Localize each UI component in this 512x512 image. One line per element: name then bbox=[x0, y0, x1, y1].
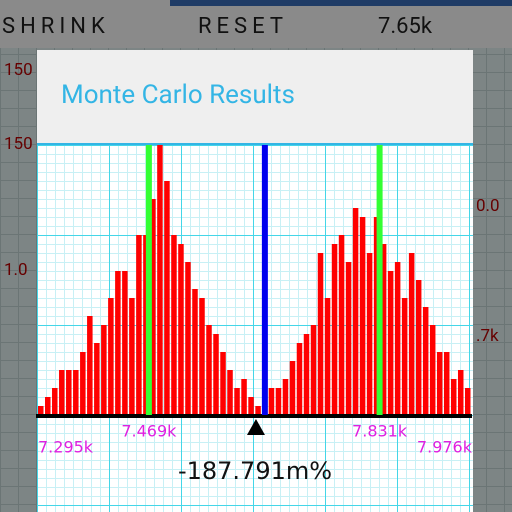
background-label: 1.0 bbox=[4, 260, 28, 280]
shrink-button[interactable]: SHRINK bbox=[2, 14, 110, 39]
bar bbox=[331, 244, 338, 415]
bar bbox=[199, 298, 205, 415]
bar bbox=[422, 307, 429, 415]
bar bbox=[171, 235, 177, 415]
bar bbox=[220, 352, 226, 415]
bar bbox=[429, 325, 436, 415]
bar bbox=[59, 370, 65, 415]
x-tick-label: 7.831k bbox=[352, 422, 408, 441]
bar bbox=[324, 298, 331, 415]
bar bbox=[268, 388, 275, 415]
dialog-title: Monte Carlo Results bbox=[61, 80, 295, 110]
bar bbox=[66, 370, 72, 415]
bar bbox=[213, 334, 219, 415]
bar bbox=[394, 262, 401, 415]
bar bbox=[115, 271, 121, 415]
bar bbox=[408, 253, 415, 415]
bar bbox=[352, 208, 359, 415]
bar bbox=[387, 271, 394, 415]
bar bbox=[443, 352, 450, 415]
bar bbox=[136, 235, 142, 415]
result-readout: -187.791m% bbox=[178, 457, 332, 485]
bar bbox=[415, 280, 422, 415]
bar bbox=[38, 406, 44, 415]
bar bbox=[464, 388, 471, 415]
background-label: .7k bbox=[476, 326, 499, 346]
bar bbox=[310, 325, 317, 415]
bar bbox=[366, 253, 373, 415]
bar bbox=[80, 352, 86, 415]
bar bbox=[192, 289, 198, 415]
bar bbox=[178, 244, 184, 415]
value-readout: 7.65k bbox=[378, 14, 433, 39]
bar bbox=[345, 262, 352, 415]
bar bbox=[359, 217, 366, 415]
dialog-header: Monte Carlo Results bbox=[37, 50, 473, 145]
bar bbox=[338, 235, 345, 415]
bar bbox=[255, 406, 261, 415]
bar bbox=[122, 271, 128, 415]
bar bbox=[289, 361, 296, 415]
background-label: 0.0 bbox=[476, 196, 500, 216]
bar bbox=[436, 352, 443, 415]
status-strip bbox=[170, 0, 512, 6]
bar bbox=[296, 343, 303, 415]
pointer bbox=[246, 419, 265, 435]
bar bbox=[457, 370, 464, 415]
bar bbox=[401, 298, 408, 415]
x-tick-label: 7.295k bbox=[38, 438, 94, 457]
bar bbox=[227, 370, 233, 415]
bar bbox=[380, 244, 387, 415]
bar bbox=[450, 379, 457, 415]
toolbar bbox=[0, 0, 512, 48]
bar bbox=[129, 298, 135, 415]
bar bbox=[157, 145, 163, 415]
x-tick-label: 7.976k bbox=[417, 438, 473, 457]
bar bbox=[52, 388, 58, 415]
bar bbox=[241, 379, 247, 415]
bar bbox=[164, 181, 170, 415]
x-tick-label: 7.469k bbox=[121, 422, 177, 441]
bar bbox=[101, 325, 107, 415]
bar bbox=[317, 253, 324, 415]
bar bbox=[45, 397, 51, 415]
reset-button[interactable]: RESET bbox=[198, 14, 288, 39]
bar bbox=[206, 325, 212, 415]
bar bbox=[150, 199, 156, 415]
background-label: 150 bbox=[4, 134, 33, 154]
bar bbox=[303, 334, 310, 415]
bar bbox=[275, 388, 282, 415]
bar bbox=[87, 316, 93, 415]
bar bbox=[185, 262, 191, 415]
bar bbox=[94, 343, 100, 415]
bar bbox=[234, 388, 240, 415]
background-label: 150 bbox=[4, 60, 33, 80]
bar bbox=[248, 397, 254, 415]
bar bbox=[282, 379, 289, 415]
bar bbox=[73, 370, 79, 415]
bar bbox=[108, 298, 114, 415]
